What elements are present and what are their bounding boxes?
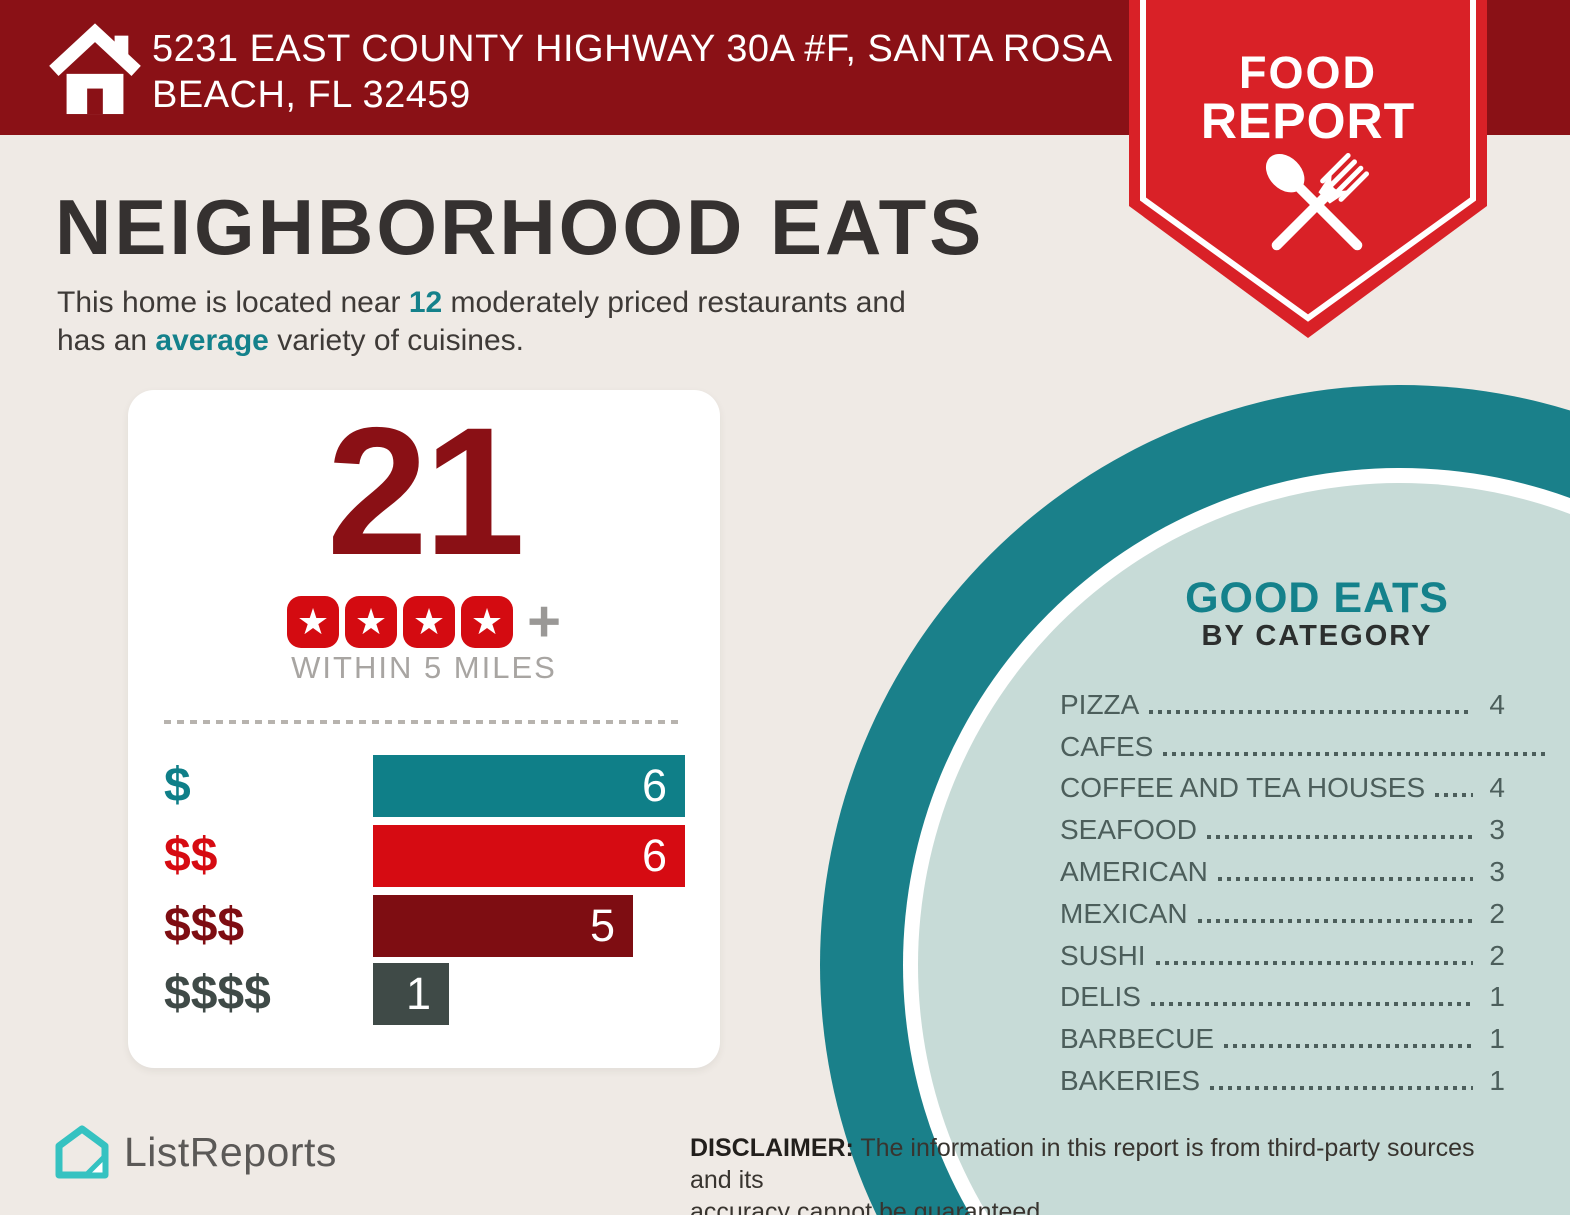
price-bar: 5: [373, 895, 633, 957]
variety-highlight: average: [155, 324, 269, 357]
category-row: MEXICAN 2: [1060, 897, 1505, 929]
price-bar: 1: [373, 963, 449, 1025]
listreports-logo: ListReports: [54, 1124, 337, 1180]
category-row: CAFES: [1060, 722, 1570, 764]
leader-dots: [1217, 876, 1473, 881]
page-title: NEIGHBORHOOD EATS: [55, 183, 985, 271]
plus-sign: +: [527, 589, 561, 654]
leader-dots: [1163, 751, 1548, 756]
radius-caption: WITHIN 5 MILES: [291, 650, 557, 685]
leader-dots: [1210, 1085, 1473, 1090]
category-row: PIZZA 4: [1060, 688, 1505, 720]
price-tier-label: $$: [164, 829, 218, 882]
star-icon: ★: [287, 596, 340, 648]
leader-dots: [1150, 1002, 1473, 1007]
price-tier-label: $$$: [164, 899, 245, 952]
price-bar-value: 5: [589, 900, 615, 951]
address-line2: BEACH, FL 32459: [152, 74, 471, 116]
category-row: BAKERIES 1: [1060, 1064, 1505, 1096]
star-icon: ★: [403, 596, 456, 648]
price-bar-row: $$ 6: [128, 825, 720, 887]
category-list: PIZZA 4 CAFES COFFEE AND TEA HOUSES 4 SEAF…: [1060, 680, 1570, 1098]
page-subtitle: This home is located near 12 moderately …: [57, 286, 906, 357]
leader-dots: [1435, 793, 1473, 798]
price-bar: 6: [373, 755, 685, 817]
price-bar-value: 1: [405, 968, 431, 1019]
category-row: BARBECUE 1: [1060, 1023, 1505, 1055]
leader-dots: [1206, 835, 1473, 840]
dashed-divider: [164, 720, 684, 724]
price-bar-row: $ 6: [128, 755, 720, 817]
category-row: COFFEE AND TEA HOUSES 4: [1060, 772, 1505, 804]
price-tier-label: $$$$: [164, 967, 271, 1020]
restaurant-count: 12: [408, 286, 443, 319]
category-row: AMERICAN 3: [1060, 855, 1505, 887]
ribbon-line1: FOOD: [1239, 47, 1377, 98]
good-eats-title: GOOD EATS: [1185, 574, 1449, 622]
leader-dots: [1197, 918, 1473, 923]
price-bar: 6: [373, 825, 685, 887]
leader-dots: [1224, 1044, 1473, 1049]
category-row: SUSHI 2: [1060, 939, 1505, 971]
total-restaurants-count: 21: [326, 389, 525, 593]
star-rating: ★ ★ ★ ★ +: [128, 589, 720, 654]
listreports-house-icon: [55, 1125, 109, 1179]
food-report-ribbon: FOOD REPORT: [1129, 0, 1487, 338]
star-icon: ★: [345, 596, 398, 648]
ribbon-line2: REPORT: [1201, 93, 1415, 149]
logo-wordmark: ListReports: [124, 1128, 337, 1175]
star-icon: ★: [461, 596, 514, 648]
spoon-fork-icon: [1265, 153, 1369, 251]
price-bar-row: $$$$ 1: [128, 963, 720, 1025]
price-bar-value: 6: [641, 760, 667, 811]
disclaimer-text: DISCLAIMER: The information in this repo…: [690, 1134, 1475, 1215]
subtitle-text: This home is located near: [57, 286, 409, 319]
restaurant-summary-card: 21 ★ ★ ★ ★ + WITHIN 5 MILES $ 6 $$ 6 $$$…: [128, 390, 720, 1068]
price-bar-row: $$$ 5: [128, 895, 720, 957]
home-icon: [49, 23, 141, 115]
category-row: DELIS 1: [1060, 981, 1505, 1013]
leader-dots: [1149, 709, 1473, 714]
disclaimer-label: DISCLAIMER:: [690, 1134, 854, 1162]
good-eats-subtitle: BY CATEGORY: [1201, 620, 1433, 652]
price-tier-label: $: [164, 759, 191, 812]
price-bar-value: 6: [641, 830, 667, 881]
property-address: 5231 EAST COUNTY HIGHWAY 30A #F, SANTA R…: [152, 26, 1113, 118]
address-line1: 5231 EAST COUNTY HIGHWAY 30A #F, SANTA R…: [152, 28, 1113, 70]
leader-dots: [1155, 960, 1473, 965]
category-row: SEAFOOD 3: [1060, 814, 1505, 846]
